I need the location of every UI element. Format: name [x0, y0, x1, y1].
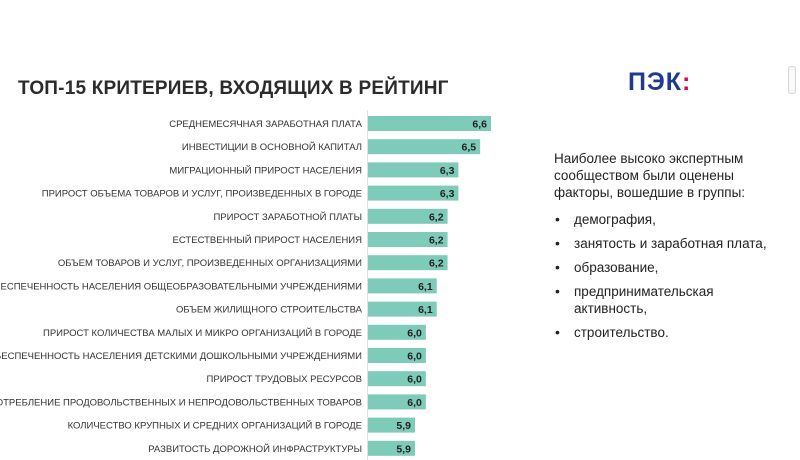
list-item: • образование,: [554, 259, 790, 276]
bar: [368, 232, 448, 247]
bullet-dot-icon: •: [555, 324, 560, 340]
category-label: ОБЕСПЕЧЕННОСТЬ НАСЕЛЕНИЯ ОБЩЕОБРАЗОВАТЕЛ…: [0, 281, 362, 292]
bar: [368, 394, 426, 410]
value-label: 5,9: [396, 420, 411, 432]
bar: [368, 324, 426, 340]
category-label: ПРИРОСТ КОЛИЧЕСТВА МАЛЫХ И МИКРО ОРГАНИЗ…: [43, 327, 362, 339]
bar: [368, 185, 459, 201]
chart-axis-line: [367, 110, 368, 460]
list-item-text: предпринимательская активность,: [574, 284, 714, 316]
category-label: ИНВЕСТИЦИИ В ОСНОВНОЙ КАПИТАЛ: [182, 141, 362, 153]
side-intro-text: Наиболее высоко экспертным сообществом б…: [554, 151, 746, 200]
bullet-dot-icon: •: [555, 259, 560, 275]
category-label: КОЛИЧЕСТВО КРУПНЫХ И СРЕДНИХ ОРГАНИЗАЦИЙ…: [68, 420, 362, 432]
bar: [368, 371, 426, 387]
category-label: СРЕДНЕМЕСЯЧНАЯ ЗАРАБОТНАЯ ПЛАТА: [169, 119, 362, 130]
value-label: 6,3: [440, 188, 455, 200]
value-label: 6,2: [429, 258, 444, 270]
list-item-text: занятость и заработная плата,: [574, 236, 767, 251]
category-label: ПОТРЕБЛЕНИЕ ПРОДОВОЛЬСТВЕННЫХ И НЕПРОДОВ…: [0, 397, 362, 408]
bar: [368, 116, 491, 131]
bar: [368, 440, 415, 456]
bar: [368, 208, 448, 224]
bar: [368, 162, 459, 178]
value-label: 6,0: [407, 351, 422, 363]
bullet-dot-icon: •: [555, 283, 560, 299]
bar: [368, 255, 448, 271]
bullet-dot-icon: •: [555, 211, 560, 227]
value-label: 6,5: [462, 142, 477, 154]
bar: [368, 139, 481, 155]
category-label: ПРИРОСТ ТРУДОВЫХ РЕСУРСОВ: [207, 374, 362, 385]
value-label: 6,0: [407, 374, 422, 386]
value-label: 6,0: [407, 397, 422, 409]
list-item: • предпринимательская активность,: [554, 283, 790, 317]
category-label: ПРИРОСТ ОБЪЕМА ТОВАРОВ И УСЛУГ, ПРОИЗВЕД…: [42, 189, 362, 200]
value-label: 6,1: [418, 281, 433, 293]
category-label: МИГРАЦИОННЫЙ ПРИРОСТ НАСЕЛЕНИЯ: [169, 164, 362, 176]
bar: [368, 417, 415, 433]
category-label: ОБЪЕМ ЖИЛИЩНОГО СТРОИТЕЛЬСТВА: [176, 305, 363, 316]
scrollbar[interactable]: [788, 66, 796, 94]
list-item: • демография,: [554, 211, 790, 228]
bar: [368, 278, 437, 294]
groups-list: • демография, • занятость и заработная пла…: [554, 211, 790, 341]
logo-text: ПЭК: [628, 68, 683, 96]
list-item: • строительство.: [554, 324, 790, 341]
value-label: 6,3: [440, 165, 455, 177]
category-label: РАЗВИТОСТЬ ДОРОЖНОЙ ИНФРАСТРУКТУРЫ: [148, 443, 362, 455]
page-title: ТОП-15 КРИТЕРИЕВ, ВХОДЯЩИХ В РЕЙТИНГ: [18, 78, 449, 99]
value-label: 6,0: [407, 327, 422, 339]
list-item-text: строительство.: [574, 325, 669, 340]
list-item-text: демография,: [574, 212, 656, 227]
bar: [368, 348, 426, 363]
value-label: 6,2: [429, 235, 444, 247]
value-label: 6,1: [418, 304, 433, 316]
value-label: 6,2: [429, 211, 444, 223]
category-label: ПРИРОСТ ЗАРАБОТНОЙ ПЛАТЫ: [213, 211, 362, 223]
value-label: 5,9: [396, 443, 411, 455]
bar: [368, 301, 437, 317]
list-item: • занятость и заработная плата,: [554, 235, 790, 252]
category-label: ОБЕСПЕЧЕННОСТЬ НАСЕЛЕНИЯ ДЕТСКИМИ ДОШКОЛ…: [0, 351, 362, 362]
logo-colon: :: [682, 68, 692, 96]
bullet-dot-icon: •: [555, 235, 560, 251]
pek-logo: ПЭК:: [628, 68, 691, 97]
category-label: ЕСТЕСТВЕННЫЙ ПРИРОСТ НАСЕЛЕНИЯ: [173, 234, 363, 246]
side-panel: Наиболее высоко экспертным сообществом б…: [554, 150, 790, 348]
list-item-text: образование,: [574, 260, 659, 275]
value-label: 6,6: [472, 119, 487, 131]
category-label: ОБЪЕМ ТОВАРОВ И УСЛУГ, ПРОИЗВЕДЕННЫХ ОРГ…: [58, 258, 362, 269]
